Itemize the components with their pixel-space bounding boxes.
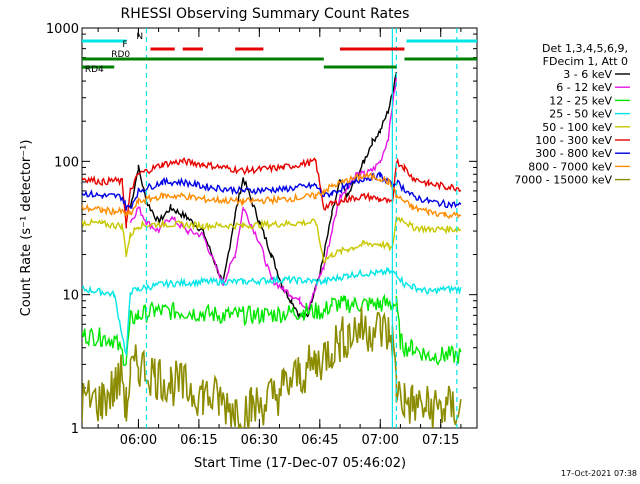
state-bar-rd4-segment bbox=[323, 65, 397, 69]
state-bar-f-segment bbox=[150, 47, 175, 51]
legend-entry-label: 100 - 300 keV bbox=[535, 134, 612, 147]
y-tick-label: 10 bbox=[62, 289, 79, 304]
legend-entry-label: 3 - 6 keV bbox=[563, 68, 612, 81]
legend-header: Det 1,3,4,5,6,9, bbox=[542, 42, 628, 55]
x-tick-label: 06:15 bbox=[180, 433, 217, 448]
legend-entry-label: 800 - 7000 keV bbox=[528, 160, 612, 173]
state-bar-f-segment bbox=[339, 47, 405, 51]
state-bar-rd4-segment bbox=[82, 65, 115, 69]
y-tick-label: 100 bbox=[54, 155, 79, 170]
series-line-7 bbox=[82, 171, 462, 220]
y-tick-label: 1 bbox=[71, 422, 79, 437]
state-bar-n-segment bbox=[406, 39, 477, 43]
chart-title: RHESSI Observing Summary Count Rates bbox=[121, 6, 410, 22]
x-tick-label: 07:00 bbox=[362, 433, 399, 448]
series-line-5 bbox=[82, 157, 462, 229]
state-bar-label: N bbox=[136, 32, 143, 42]
state-bar-f-segment bbox=[182, 47, 203, 51]
x-tick-label: 06:45 bbox=[301, 433, 338, 448]
x-axis-label: Start Time (17-Dec-07 05:46:02) bbox=[194, 456, 406, 471]
state-bar-label: RD4 bbox=[85, 65, 104, 75]
legend-entry-label: 50 - 100 keV bbox=[542, 121, 612, 134]
plot-area bbox=[82, 28, 462, 428]
x-tick-label: 07:15 bbox=[422, 433, 459, 448]
legend-entry-label: 300 - 800 keV bbox=[535, 147, 612, 160]
y-tick-label: 1000 bbox=[46, 22, 79, 37]
legend-entry-label: 25 - 50 keV bbox=[549, 108, 612, 121]
x-tick-label: 06:00 bbox=[120, 433, 157, 448]
state-bar-f-segment bbox=[235, 47, 264, 51]
y-axis-label: Count Rate (s⁻¹ detector⁻¹) bbox=[19, 140, 34, 317]
x-tick-label: 06:30 bbox=[241, 433, 278, 448]
series-line-2 bbox=[82, 293, 462, 366]
legend-header: FDecim 1, Att 0 bbox=[543, 55, 628, 68]
legend-entry-label: 12 - 25 keV bbox=[549, 94, 612, 107]
footer-timestamp: 17-Oct-2021 07:38 bbox=[561, 469, 637, 478]
state-bar-label: RD0 bbox=[111, 50, 130, 60]
state-bar-rd0-segment bbox=[404, 57, 477, 61]
state-bar-n-segment bbox=[82, 39, 127, 43]
legend-entry-label: 7000 - 15000 keV bbox=[514, 174, 612, 187]
state-bar-label: F bbox=[122, 40, 127, 50]
legend-entry-label: 6 - 12 keV bbox=[556, 81, 612, 94]
series-line-3 bbox=[82, 266, 462, 356]
state-bar-rd0-segment bbox=[82, 57, 324, 61]
